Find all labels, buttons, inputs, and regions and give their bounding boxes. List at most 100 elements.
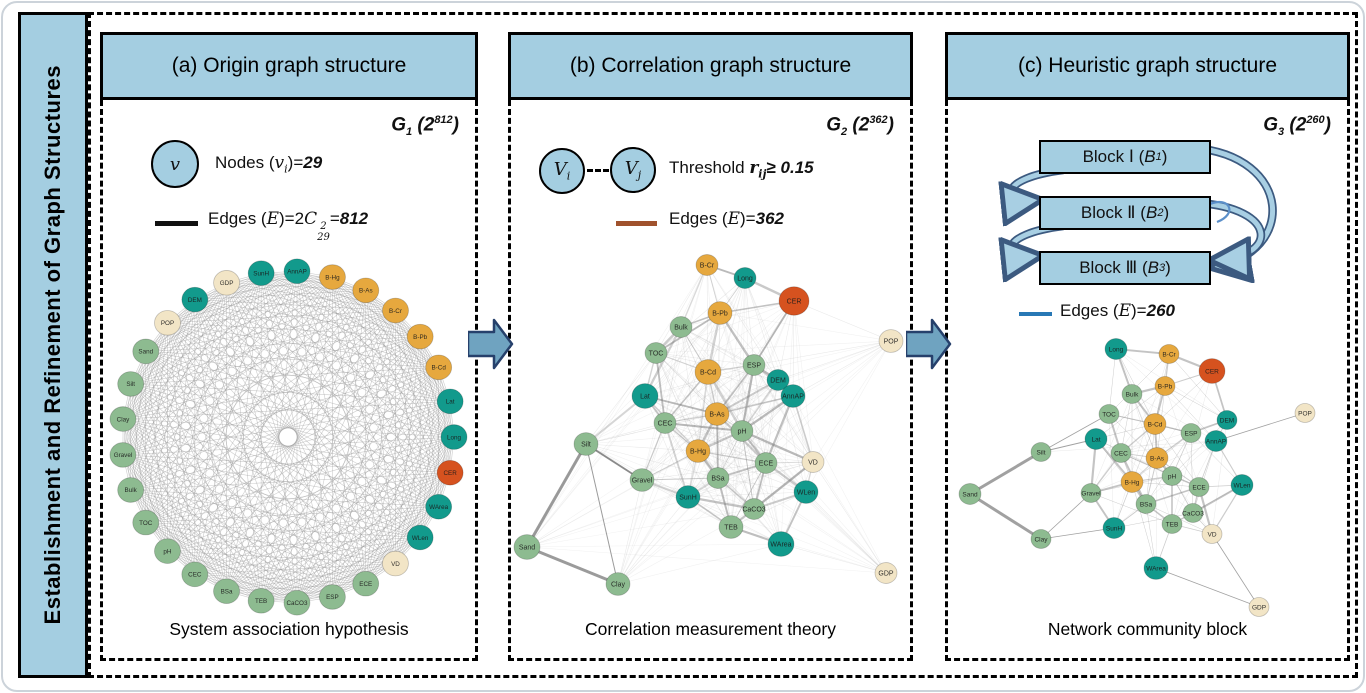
- svg-text:WLen: WLen: [412, 535, 429, 542]
- svg-text:VD: VD: [808, 460, 818, 467]
- svg-text:Lat: Lat: [640, 394, 650, 401]
- svg-text:B-Cd: B-Cd: [431, 365, 446, 372]
- svg-text:CEC: CEC: [658, 421, 673, 428]
- correlation-graph-svg: B-Cr Long CER B-Pb Bulk POP TOC ESP B-Cd DEM Lat An…: [513, 254, 904, 596]
- caption-b: Correlation measurement theory: [585, 619, 836, 639]
- svg-text:pH: pH: [738, 429, 747, 436]
- svg-text:VD: VD: [391, 561, 400, 568]
- origin-graph-svg: SunH AnnAP B-Hg B-As B-Cr B-Pb B-Cd Lat Long CER W…: [109, 258, 468, 616]
- svg-text:ECE: ECE: [759, 461, 774, 468]
- svg-text:B-Cd: B-Cd: [700, 370, 716, 377]
- panel-correlation-graph: (b) Correlation graph structure B-Cr Long…: [508, 32, 913, 661]
- svg-text:TEB: TEB: [724, 525, 738, 532]
- svg-text:TEB: TEB: [1166, 521, 1179, 528]
- heuristic-graph-svg: Long B-Cr CER B-Pb Bulk POP TOC DEM B-Cd ESP Lat An…: [958, 143, 1316, 617]
- edges-count-value-a: 812: [339, 209, 369, 228]
- svg-text:TOC: TOC: [649, 351, 664, 358]
- svg-text:SunH: SunH: [253, 270, 269, 277]
- svg-text:Lat: Lat: [446, 399, 455, 406]
- threshold-label: Threshold rij≥ 0.15: [669, 158, 814, 181]
- g3-label: G3 (2260): [1263, 114, 1331, 139]
- arrow-b-to-c: [906, 318, 952, 370]
- svg-text:B-Pb: B-Pb: [712, 311, 728, 318]
- svg-text:POP: POP: [161, 320, 174, 327]
- svg-text:VD: VD: [1207, 531, 1216, 538]
- svg-text:B-Hg: B-Hg: [1125, 479, 1140, 486]
- caption-a: System association hypothesis: [169, 619, 409, 639]
- vj-circle: Vj: [610, 147, 656, 193]
- svg-text:Clay: Clay: [611, 582, 626, 589]
- svg-text:B-Cr: B-Cr: [1162, 351, 1176, 358]
- svg-text:Sand: Sand: [138, 349, 153, 356]
- vi-vj-dashed-edge: [587, 169, 609, 172]
- g1-exponent: 812: [434, 114, 453, 126]
- svg-text:BSa: BSa: [1140, 501, 1153, 508]
- edge-swatch-black: [155, 221, 198, 226]
- svg-text:Gravel: Gravel: [632, 478, 653, 485]
- svg-text:Long: Long: [447, 434, 462, 441]
- sidebar: Establishment and Refinement of Graph St…: [18, 12, 88, 678]
- svg-text:Clay: Clay: [1034, 536, 1048, 543]
- svg-text:pH: pH: [163, 548, 172, 555]
- edges-count-label-b: Edges (E)=362: [669, 209, 784, 229]
- svg-text:WLen: WLen: [797, 490, 815, 497]
- edges-count-label-c: Edges (E)=260: [1060, 301, 1175, 321]
- svg-text:SunH: SunH: [1106, 525, 1123, 532]
- svg-text:B-As: B-As: [359, 288, 373, 295]
- panel-b-header: (b) Correlation graph structure: [508, 32, 913, 100]
- svg-text:Long: Long: [737, 276, 753, 283]
- svg-text:CER: CER: [787, 299, 802, 306]
- svg-text:pH: pH: [1168, 473, 1177, 480]
- svg-text:TEB: TEB: [255, 598, 267, 605]
- svg-text:CaCO3: CaCO3: [286, 600, 307, 607]
- svg-text:B-Pb: B-Pb: [413, 334, 427, 341]
- svg-text:B-Cr: B-Cr: [389, 308, 402, 315]
- block-1: Block Ⅰ (B 1): [1039, 140, 1211, 174]
- threshold-value: 0.15: [780, 158, 814, 177]
- g1-name: G: [391, 114, 406, 136]
- svg-text:ESP: ESP: [747, 363, 761, 370]
- svg-text:Lat: Lat: [1091, 436, 1100, 443]
- svg-text:Bulk: Bulk: [125, 487, 138, 494]
- svg-text:Sand: Sand: [519, 545, 535, 552]
- svg-text:Silt: Silt: [1036, 449, 1045, 456]
- svg-text:GDP: GDP: [1252, 604, 1266, 611]
- svg-text:B-As: B-As: [1150, 455, 1165, 462]
- svg-text:B-As: B-As: [709, 412, 725, 419]
- svg-text:ESP: ESP: [1184, 430, 1197, 437]
- svg-text:Sand: Sand: [962, 491, 978, 498]
- svg-text:AnnAP: AnnAP: [782, 394, 804, 401]
- block-3: Block Ⅲ (B 3): [1039, 251, 1211, 285]
- svg-text:CER: CER: [443, 470, 457, 477]
- svg-text:WArea: WArea: [770, 542, 791, 549]
- svg-text:Bulk: Bulk: [674, 325, 688, 332]
- svg-text:ECE: ECE: [1192, 484, 1206, 491]
- panel-a-title: (a) Origin graph structure: [171, 54, 407, 77]
- edges-count-value-b: 362: [755, 209, 784, 228]
- dashed-frame: [88, 12, 1358, 678]
- svg-text:WArea: WArea: [1146, 565, 1166, 572]
- svg-text:CaCO3: CaCO3: [742, 507, 765, 514]
- node-symbol: v: [169, 153, 181, 175]
- svg-text:WLen: WLen: [1234, 482, 1251, 489]
- node-symbol-circle: v: [151, 140, 199, 188]
- svg-text:POP: POP: [884, 339, 899, 346]
- svg-text:GDP: GDP: [220, 280, 234, 287]
- svg-text:TOC: TOC: [1102, 411, 1116, 418]
- panel-c-title: (c) Heuristic graph structure: [1017, 54, 1278, 77]
- svg-text:GDP: GDP: [878, 571, 894, 578]
- panel-c-header: (c) Heuristic graph structure: [945, 32, 1350, 100]
- svg-text:B-Cr: B-Cr: [700, 263, 715, 270]
- g1-label: G1 (2812): [391, 114, 459, 139]
- sidebar-title: Establishment and Refinement of Graph St…: [40, 65, 65, 625]
- panel-a-header: (a) Origin graph structure: [100, 32, 478, 100]
- block-2: Block Ⅱ (B 2): [1039, 196, 1211, 230]
- nodes-count-label: Nodes (vi)=29: [215, 153, 323, 176]
- svg-text:CER: CER: [1205, 368, 1219, 375]
- panel-a-body: SunH AnnAP B-Hg B-As B-Cr B-Pb B-Cd Lat Long CER W…: [100, 100, 478, 661]
- g1-sub: 1: [406, 126, 413, 139]
- caption-c: Network community block: [1047, 619, 1248, 639]
- edges-count-label-a: Edges (E)=2C 2 29 =812: [208, 209, 369, 243]
